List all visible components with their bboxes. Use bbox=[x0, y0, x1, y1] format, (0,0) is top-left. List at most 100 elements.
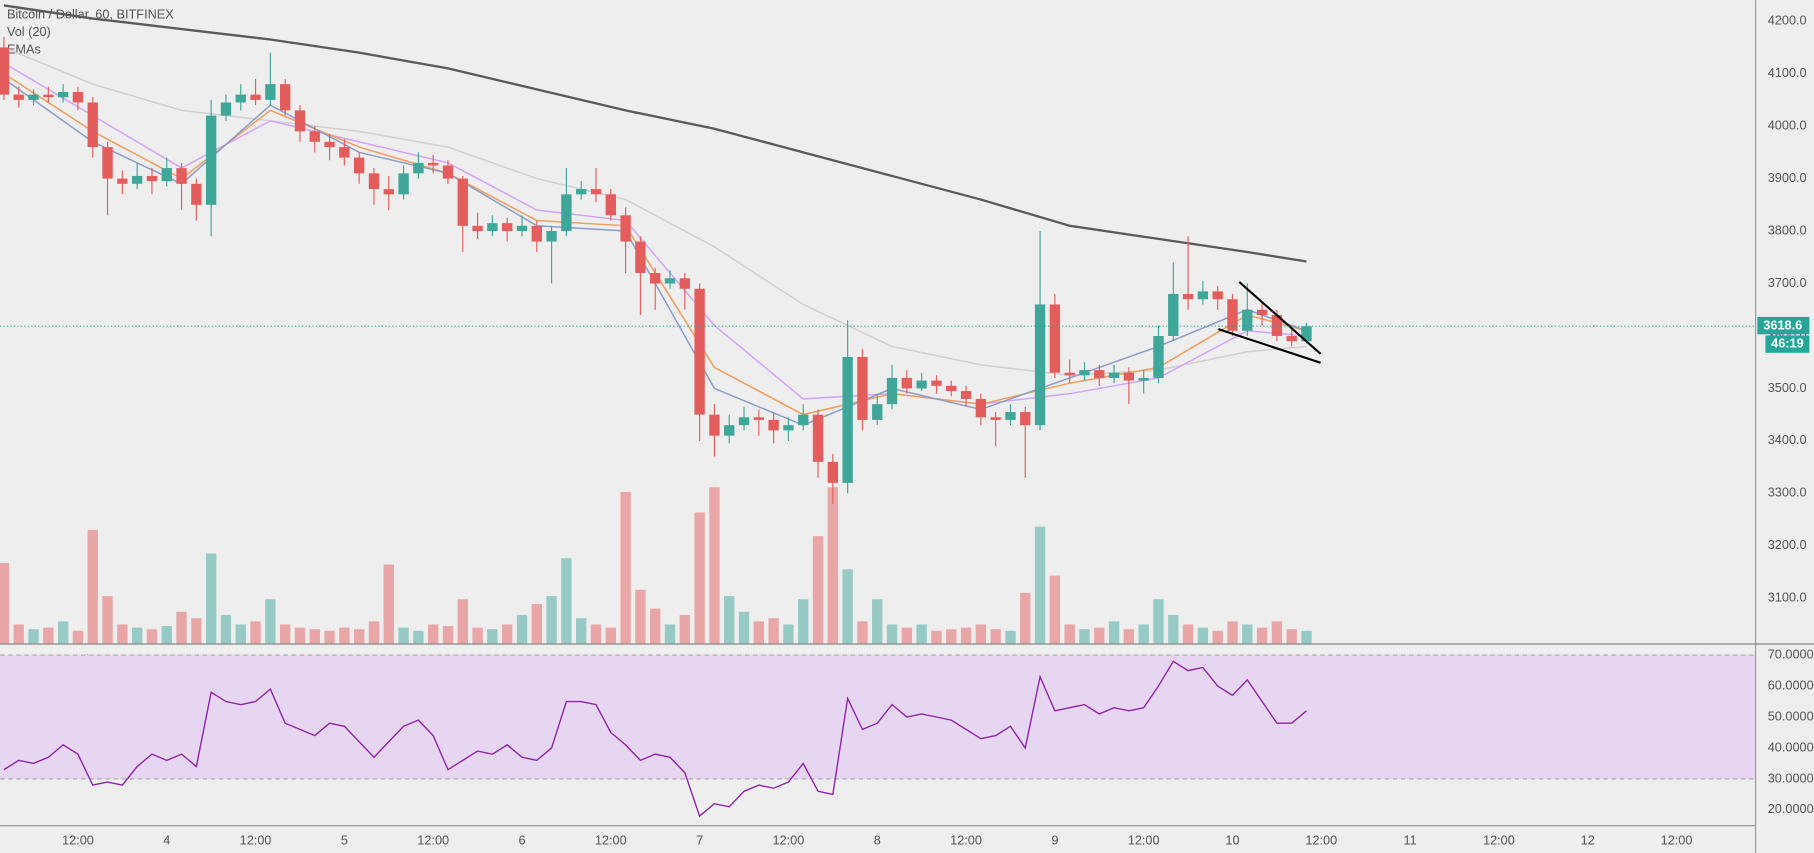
volume-bar bbox=[635, 589, 646, 644]
candle-body bbox=[1271, 314, 1283, 336]
volume-bar bbox=[442, 626, 454, 644]
candle-body bbox=[146, 175, 158, 182]
candle-body bbox=[738, 417, 750, 426]
time-tick-label: 4 bbox=[163, 833, 170, 848]
volume-bar bbox=[1256, 627, 1268, 644]
countdown-box bbox=[1765, 335, 1810, 353]
candle-body bbox=[250, 94, 261, 100]
indicator-label: Vol (20) bbox=[7, 24, 51, 39]
candle-body bbox=[353, 157, 365, 174]
volume-bar bbox=[1020, 592, 1031, 644]
candle-body bbox=[516, 225, 528, 232]
volume-bar bbox=[946, 629, 957, 644]
volume-bar bbox=[279, 624, 291, 644]
candle-body bbox=[205, 115, 217, 205]
candle-body bbox=[990, 417, 1001, 420]
volume-bar bbox=[487, 629, 498, 644]
volume-bar bbox=[353, 629, 365, 644]
rsi-band bbox=[0, 655, 1755, 779]
volume-bar bbox=[916, 624, 927, 644]
candle-body bbox=[1005, 412, 1016, 420]
ema-line bbox=[3, 4, 1307, 263]
volume-bar bbox=[620, 491, 631, 644]
time-tick-label: 12:00 bbox=[1483, 833, 1515, 848]
time-tick-label: 12:00 bbox=[240, 833, 272, 848]
candle-body bbox=[487, 223, 498, 232]
candle-body bbox=[709, 414, 720, 436]
volume-bar bbox=[679, 615, 690, 644]
volume-bar bbox=[768, 618, 779, 644]
candle-body bbox=[531, 225, 542, 242]
volume-bar bbox=[531, 603, 542, 644]
candle-body bbox=[605, 194, 616, 216]
volume-bar bbox=[857, 621, 868, 644]
last-price-label: 3618.6 bbox=[1763, 318, 1802, 333]
candle-body bbox=[472, 225, 483, 232]
time-tick-label: 7 bbox=[696, 833, 703, 848]
countdown-label: 46:19 bbox=[1771, 335, 1804, 350]
volume-bar bbox=[709, 487, 720, 644]
candle-body bbox=[842, 356, 853, 483]
candle-body bbox=[13, 94, 24, 100]
volume-bar bbox=[664, 624, 676, 644]
volume-bar bbox=[457, 599, 468, 644]
volume-bar bbox=[1168, 615, 1179, 644]
candle-body bbox=[724, 425, 735, 436]
candle-body bbox=[220, 102, 232, 116]
volume-bar bbox=[1242, 624, 1253, 644]
volume-bar bbox=[176, 611, 187, 644]
volume-bar bbox=[827, 487, 839, 644]
price-tick-label: 3700.0 bbox=[1768, 275, 1807, 290]
candle-body bbox=[872, 404, 883, 420]
volume-bar bbox=[131, 627, 143, 644]
candle-body bbox=[590, 189, 602, 195]
candle-body bbox=[1168, 293, 1179, 336]
candle-body bbox=[1020, 412, 1031, 426]
candle-body bbox=[1064, 372, 1075, 376]
candle-body bbox=[960, 391, 972, 399]
volume-bar bbox=[546, 596, 557, 644]
volume-bar bbox=[235, 624, 246, 644]
volume-bar bbox=[294, 627, 306, 644]
candle-body bbox=[72, 92, 84, 103]
volume-bar bbox=[872, 599, 883, 644]
time-tick-label: 12:00 bbox=[595, 833, 627, 848]
candle-body bbox=[679, 278, 690, 289]
time-tick-label: 12:00 bbox=[773, 833, 805, 848]
candle-body bbox=[812, 414, 824, 462]
candle-body bbox=[916, 380, 927, 389]
price-tick-label: 3300.0 bbox=[1768, 485, 1807, 500]
volume-bar bbox=[13, 624, 24, 644]
candle-body bbox=[279, 84, 291, 111]
price-tick-label: 4000.0 bbox=[1768, 117, 1807, 132]
candle-body bbox=[1227, 299, 1238, 331]
volume-bar bbox=[1301, 630, 1312, 644]
candle-body bbox=[1138, 377, 1149, 381]
candle-body bbox=[383, 189, 394, 195]
candle-body bbox=[413, 162, 424, 174]
rsi-tick-label: 50.0000 bbox=[1768, 708, 1814, 723]
volume-bar bbox=[146, 629, 158, 644]
volume-bar bbox=[1005, 630, 1016, 644]
candle-body bbox=[457, 178, 468, 226]
volume-bar bbox=[339, 627, 350, 644]
volume-bar bbox=[502, 624, 513, 644]
candle-body bbox=[324, 141, 335, 148]
candle-body bbox=[102, 147, 113, 179]
rsi-tick-label: 60.0000 bbox=[1768, 677, 1814, 692]
volume-bar bbox=[43, 627, 54, 644]
volume-bar bbox=[590, 624, 602, 644]
volume-bar bbox=[1153, 599, 1164, 644]
candle-body bbox=[1123, 372, 1135, 381]
volume-bar bbox=[812, 536, 824, 644]
volume-bar bbox=[886, 624, 898, 644]
candle-body bbox=[265, 84, 276, 100]
volume-bar bbox=[1049, 575, 1061, 644]
volume-bar bbox=[1138, 624, 1149, 644]
candle-body bbox=[1256, 309, 1268, 315]
time-tick-label: 6 bbox=[518, 833, 525, 848]
price-tick-label: 3800.0 bbox=[1768, 222, 1807, 237]
time-tick-label: 12:00 bbox=[1305, 833, 1337, 848]
candle-body bbox=[1153, 335, 1164, 378]
candle-body bbox=[561, 194, 572, 232]
